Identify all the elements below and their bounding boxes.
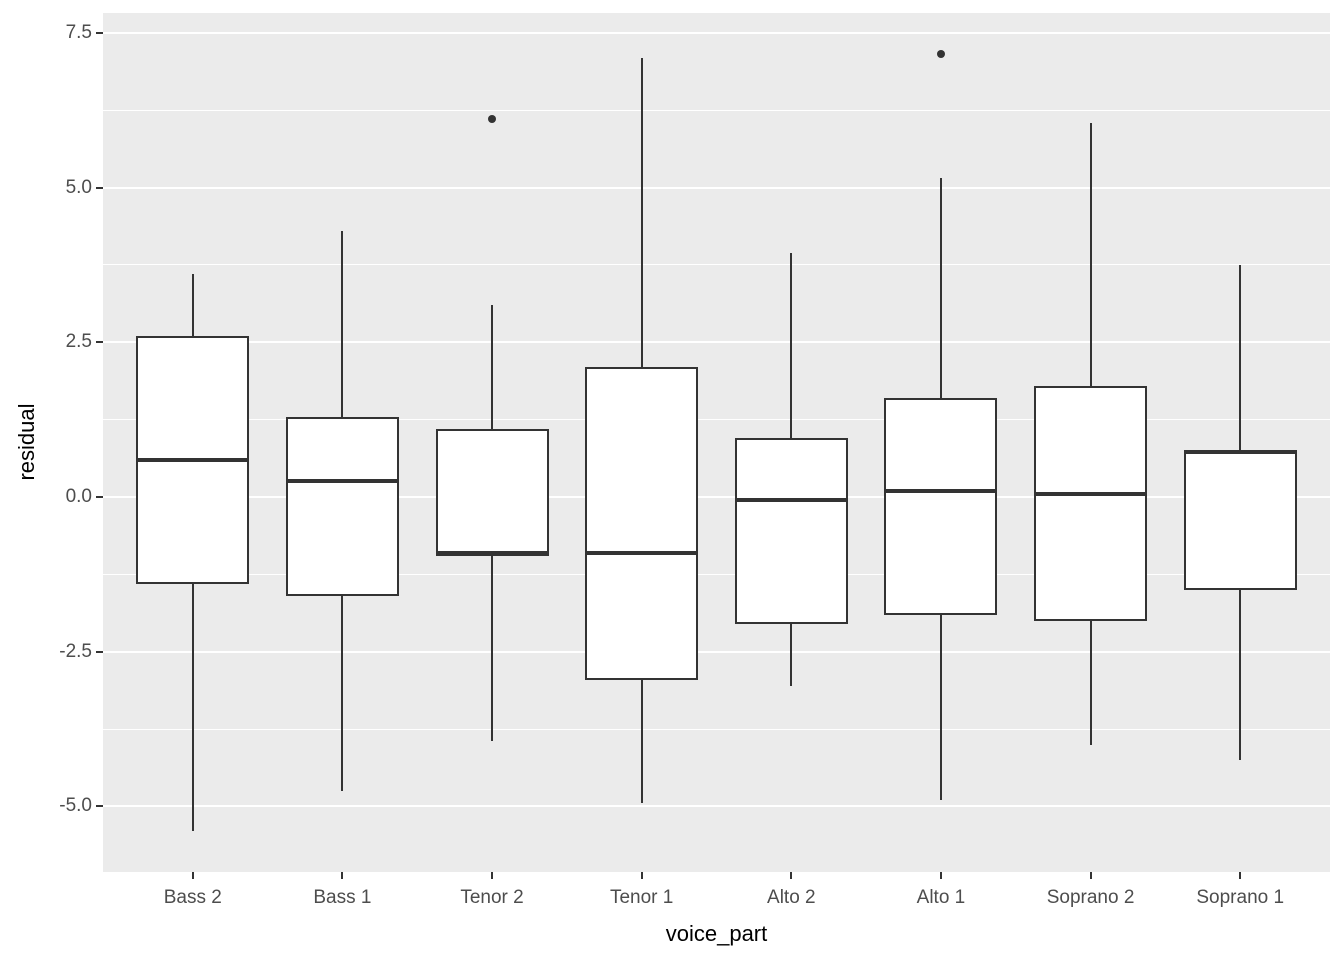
- x-tick-label: Alto 1: [916, 887, 966, 908]
- median-line: [435, 550, 549, 555]
- major-gridline: [103, 650, 1330, 653]
- y-tick-mark: [96, 186, 103, 189]
- lower-whisker: [939, 614, 942, 801]
- lower-whisker: [191, 583, 194, 832]
- median-line: [884, 488, 998, 493]
- lower-whisker: [1089, 620, 1092, 745]
- x-tick-label: Tenor 2: [460, 887, 524, 908]
- x-tick-mark: [939, 872, 942, 879]
- upper-whisker: [491, 305, 494, 429]
- median-line: [285, 479, 399, 484]
- median-line: [585, 550, 699, 555]
- minor-gridline: [103, 728, 1330, 730]
- upper-whisker: [1089, 122, 1092, 386]
- minor-gridline: [103, 264, 1330, 266]
- x-axis-title: voice_part: [665, 921, 768, 946]
- upper-whisker: [640, 57, 643, 367]
- minor-gridline: [103, 573, 1330, 575]
- minor-gridline: [103, 419, 1330, 421]
- upper-whisker: [939, 178, 942, 398]
- median-line: [1183, 450, 1297, 455]
- x-tick-label: Bass 2: [163, 887, 222, 908]
- x-tick-mark: [790, 872, 793, 879]
- y-tick-label: -5.0: [59, 795, 92, 817]
- x-tick-label: Tenor 1: [609, 887, 674, 908]
- median-line: [1034, 491, 1148, 496]
- upper-whisker: [341, 230, 344, 417]
- x-tick-label: Bass 1: [313, 887, 372, 908]
- minor-gridline: [103, 109, 1330, 111]
- lower-whisker: [1239, 589, 1242, 760]
- upper-whisker: [1239, 264, 1242, 451]
- box-iqr: [285, 416, 399, 596]
- x-tick-mark: [640, 872, 643, 879]
- outlier-point: [488, 115, 497, 124]
- box-iqr: [1034, 385, 1148, 621]
- x-tick-mark: [341, 872, 344, 879]
- box-iqr: [1183, 450, 1297, 590]
- median-line: [734, 498, 848, 503]
- y-axis-title: residual: [14, 403, 39, 481]
- y-tick-label: -2.5: [59, 640, 92, 662]
- y-tick-label: 7.5: [65, 21, 92, 43]
- x-tick-mark: [1239, 872, 1242, 879]
- x-tick-mark: [491, 872, 494, 879]
- y-tick-mark: [96, 650, 103, 653]
- upper-whisker: [191, 274, 194, 337]
- box-iqr: [585, 366, 699, 680]
- major-gridline: [103, 186, 1330, 189]
- plot-panel: [103, 13, 1330, 872]
- y-tick-mark: [96, 341, 103, 344]
- box-iqr: [734, 438, 848, 624]
- y-tick-label: 0.0: [65, 485, 92, 507]
- lower-whisker: [790, 623, 793, 686]
- major-gridline: [103, 31, 1330, 34]
- y-tick-mark: [96, 31, 103, 34]
- y-tick-label: 2.5: [65, 331, 92, 353]
- median-line: [136, 457, 250, 462]
- major-gridline: [103, 341, 1330, 344]
- upper-whisker: [790, 252, 793, 439]
- x-tick-label: Soprano 1: [1196, 887, 1285, 908]
- major-gridline: [103, 495, 1330, 498]
- major-gridline: [103, 805, 1330, 808]
- x-tick-label: Soprano 2: [1046, 887, 1135, 908]
- lower-whisker: [640, 679, 643, 804]
- x-tick-mark: [191, 872, 194, 879]
- y-tick-mark: [96, 495, 103, 498]
- outlier-point: [936, 50, 945, 59]
- box-iqr: [884, 397, 998, 615]
- box-iqr: [435, 428, 549, 556]
- y-tick-mark: [96, 805, 103, 808]
- lower-whisker: [341, 595, 344, 791]
- x-tick-label: Alto 2: [767, 887, 816, 908]
- lower-whisker: [491, 555, 494, 742]
- y-tick-label: 5.0: [65, 176, 92, 198]
- x-tick-mark: [1089, 872, 1092, 879]
